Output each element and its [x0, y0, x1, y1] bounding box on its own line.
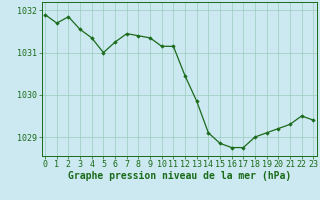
- X-axis label: Graphe pression niveau de la mer (hPa): Graphe pression niveau de la mer (hPa): [68, 171, 291, 181]
